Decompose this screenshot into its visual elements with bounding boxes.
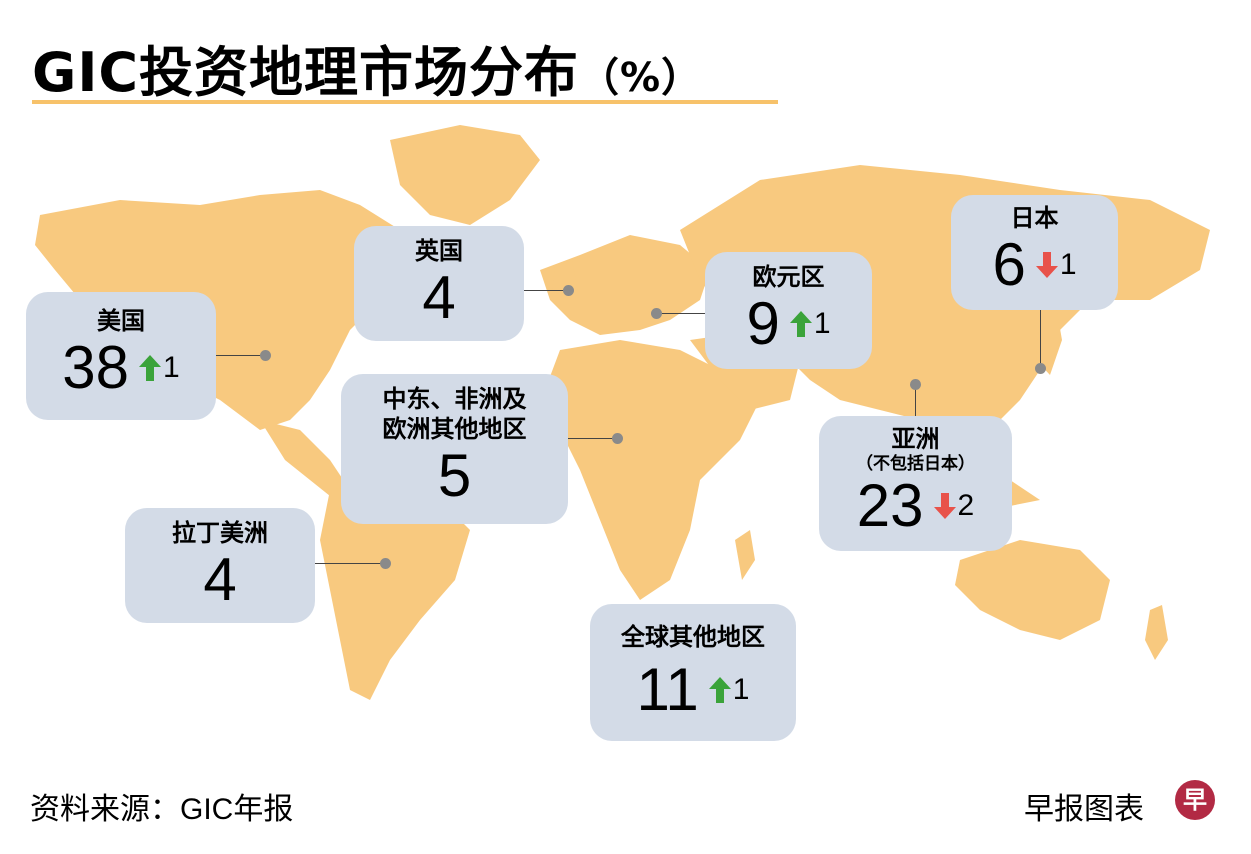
region-box-usa: 美国 38 1 bbox=[26, 292, 216, 420]
page-title: GIC投资地理市场分布（%） bbox=[32, 28, 702, 107]
region-change: 1 bbox=[789, 307, 831, 341]
zaobao-logo-icon: 早 bbox=[1175, 780, 1215, 820]
title-unit: （%） bbox=[579, 55, 703, 101]
region-box-asia: 亚洲 （不包括日本） 23 2 bbox=[819, 416, 1012, 551]
up-arrow-icon bbox=[789, 311, 812, 337]
title-underline bbox=[32, 100, 778, 104]
credit-label: 早报图表 bbox=[1024, 793, 1144, 826]
region-change: 1 bbox=[139, 351, 180, 385]
region-box-uk: 英国 4 bbox=[354, 226, 524, 341]
region-value: 6 bbox=[992, 231, 1026, 298]
title-text: GIC投资地理市场分布 bbox=[32, 41, 580, 104]
region-name: 欧元区 bbox=[752, 263, 825, 291]
eurozone-connector bbox=[658, 313, 706, 314]
region-name: 拉丁美洲 bbox=[172, 519, 268, 547]
asia-connector bbox=[915, 386, 916, 418]
region-change: 1 bbox=[708, 673, 750, 707]
region-box-mea: 中东、非洲及 欧洲其他地区 5 bbox=[341, 374, 568, 524]
region-box-eurozone: 欧元区 9 1 bbox=[705, 252, 872, 369]
up-arrow-icon bbox=[708, 677, 731, 703]
mea-connector bbox=[568, 438, 616, 439]
region-name-line2: 欧洲其他地区 bbox=[382, 415, 527, 443]
up-arrow-icon bbox=[139, 355, 162, 381]
region-change: 2 bbox=[933, 489, 975, 523]
region-change: 1 bbox=[1035, 248, 1077, 282]
region-box-japan: 日本 6 1 bbox=[951, 195, 1118, 310]
latam-connector bbox=[315, 563, 383, 564]
region-name: 全球其他地区 bbox=[621, 623, 765, 651]
region-name: 日本 bbox=[1010, 204, 1059, 232]
region-name: 英国 bbox=[415, 237, 463, 265]
change-value: 1 bbox=[163, 351, 180, 384]
down-arrow-icon bbox=[933, 493, 956, 519]
uk-connector bbox=[524, 290, 566, 291]
japan-connector-v bbox=[1040, 310, 1041, 368]
region-box-latam: 拉丁美洲 4 bbox=[125, 508, 315, 623]
change-value: 1 bbox=[732, 673, 750, 706]
change-value: 1 bbox=[813, 307, 831, 340]
latam-dot bbox=[380, 558, 391, 569]
source-note: 资料来源：GIC年报 bbox=[30, 793, 294, 826]
region-name-line1: 中东、非洲及 bbox=[382, 385, 527, 413]
region-value: 9 bbox=[746, 290, 780, 357]
uk-dot bbox=[563, 285, 574, 296]
eurozone-dot bbox=[651, 308, 662, 319]
region-value: 11 bbox=[636, 656, 699, 723]
down-arrow-icon bbox=[1035, 252, 1058, 278]
region-box-rest: 全球其他地区 11 1 bbox=[590, 604, 796, 741]
change-value: 2 bbox=[957, 489, 975, 522]
region-name: 亚洲 bbox=[891, 425, 940, 453]
asia-dot bbox=[910, 379, 921, 390]
region-value: 4 bbox=[203, 546, 237, 613]
region-subname: （不包括日本） bbox=[856, 454, 975, 474]
change-value: 1 bbox=[1059, 248, 1077, 281]
japan-dot bbox=[1035, 363, 1046, 374]
region-value: 23 bbox=[856, 472, 924, 539]
region-value: 38 bbox=[62, 334, 130, 401]
usa-dot bbox=[260, 350, 271, 361]
mea-dot bbox=[612, 433, 623, 444]
region-value: 4 bbox=[422, 264, 456, 331]
region-name: 美国 bbox=[97, 307, 145, 335]
usa-connector bbox=[215, 355, 265, 356]
region-value: 5 bbox=[437, 442, 472, 509]
